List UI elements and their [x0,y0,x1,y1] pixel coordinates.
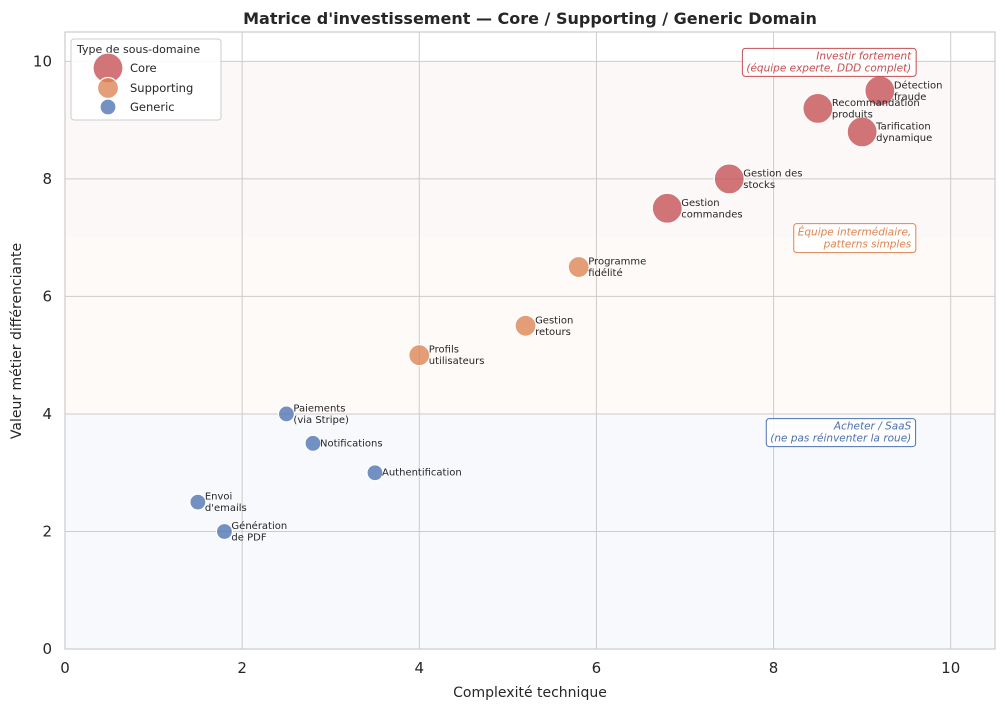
data-point [713,163,745,195]
data-point [514,314,537,337]
data-point [304,434,322,452]
point-label: Gestion retours [535,315,573,338]
legend-marker [99,98,117,116]
data-point [366,464,384,482]
data-point [802,92,834,124]
annotation-text: Acheter / SaaS (ne pas réinventer la roue… [770,421,911,445]
data-point [277,405,296,423]
legend-entry: Core [130,61,157,75]
legend-title: Type de sous-domaine [76,43,200,56]
y-tick-label: 8 [42,170,52,188]
point-label: Programme fidélité [588,257,646,280]
plot-background [65,32,995,649]
annotation-box [793,223,917,254]
zone-annotation: Équipe intermédiaire, patterns simples [793,223,917,254]
x-tick-label: 0 [60,659,70,677]
y-tick-label: 6 [42,287,52,305]
annotation-box [741,47,917,77]
point-label: Profils utilisateurs [429,345,485,368]
data-point [408,344,431,367]
point-label: Envoi d'emails [205,492,247,514]
plot-frame [64,31,996,650]
data-point [846,116,878,148]
legend-marker [96,76,120,100]
y-tick-label: 10 [33,52,52,70]
x-tick-label: 6 [592,659,602,677]
point-label: Notifications [320,438,383,449]
legend-entry: Supporting [130,81,193,95]
chart-title: Matrice d'investissement — Core / Suppor… [243,9,817,28]
x-tick-label: 4 [415,659,425,677]
y-tick-label: 0 [42,640,52,658]
x-tick-label: 10 [941,659,960,677]
legend: Type de sous-domaine Core Supporting Generi… [70,38,222,121]
y-tick-label: 4 [42,405,52,423]
point-label: Gestion des stocks [743,168,802,191]
annotation-text: Investir fortement (équipe experte, DDD c… [746,50,912,74]
zone-annotation: Acheter / SaaS (ne pas réinventer la roue… [765,418,917,448]
legend-entry: Generic [130,100,175,114]
x-tick-label: 2 [237,659,247,677]
point-label: Détection fraude [894,79,943,103]
zone-annotation: Investir fortement (équipe experte, DDD c… [741,47,917,77]
y-tick-label: 2 [42,522,52,540]
x-tick-label: 8 [769,659,779,677]
point-label: Génération de PDF [231,520,287,544]
point-label: Gestion commandes [681,198,742,221]
point-label: Paiements (via Stripe) [293,403,349,426]
annotation-box [765,418,917,448]
annotation-text: Équipe intermédiaire, patterns simples [798,226,912,251]
point-label: Tarification dynamique [875,121,932,144]
data-point [567,255,590,279]
data-point [189,493,207,511]
data-point [215,522,234,541]
data-point [651,192,683,224]
y-axis-label: Valeur métier différenciante [9,243,25,439]
plot-area: 0 2 4 6 8 10 0 2 4 6 8 10 Détection fraudeRecommandat… [33,31,996,677]
point-label: Recommandation produits [832,98,920,121]
point-label: Authentification [382,468,462,479]
x-axis-label: Complexité technique [453,685,607,701]
